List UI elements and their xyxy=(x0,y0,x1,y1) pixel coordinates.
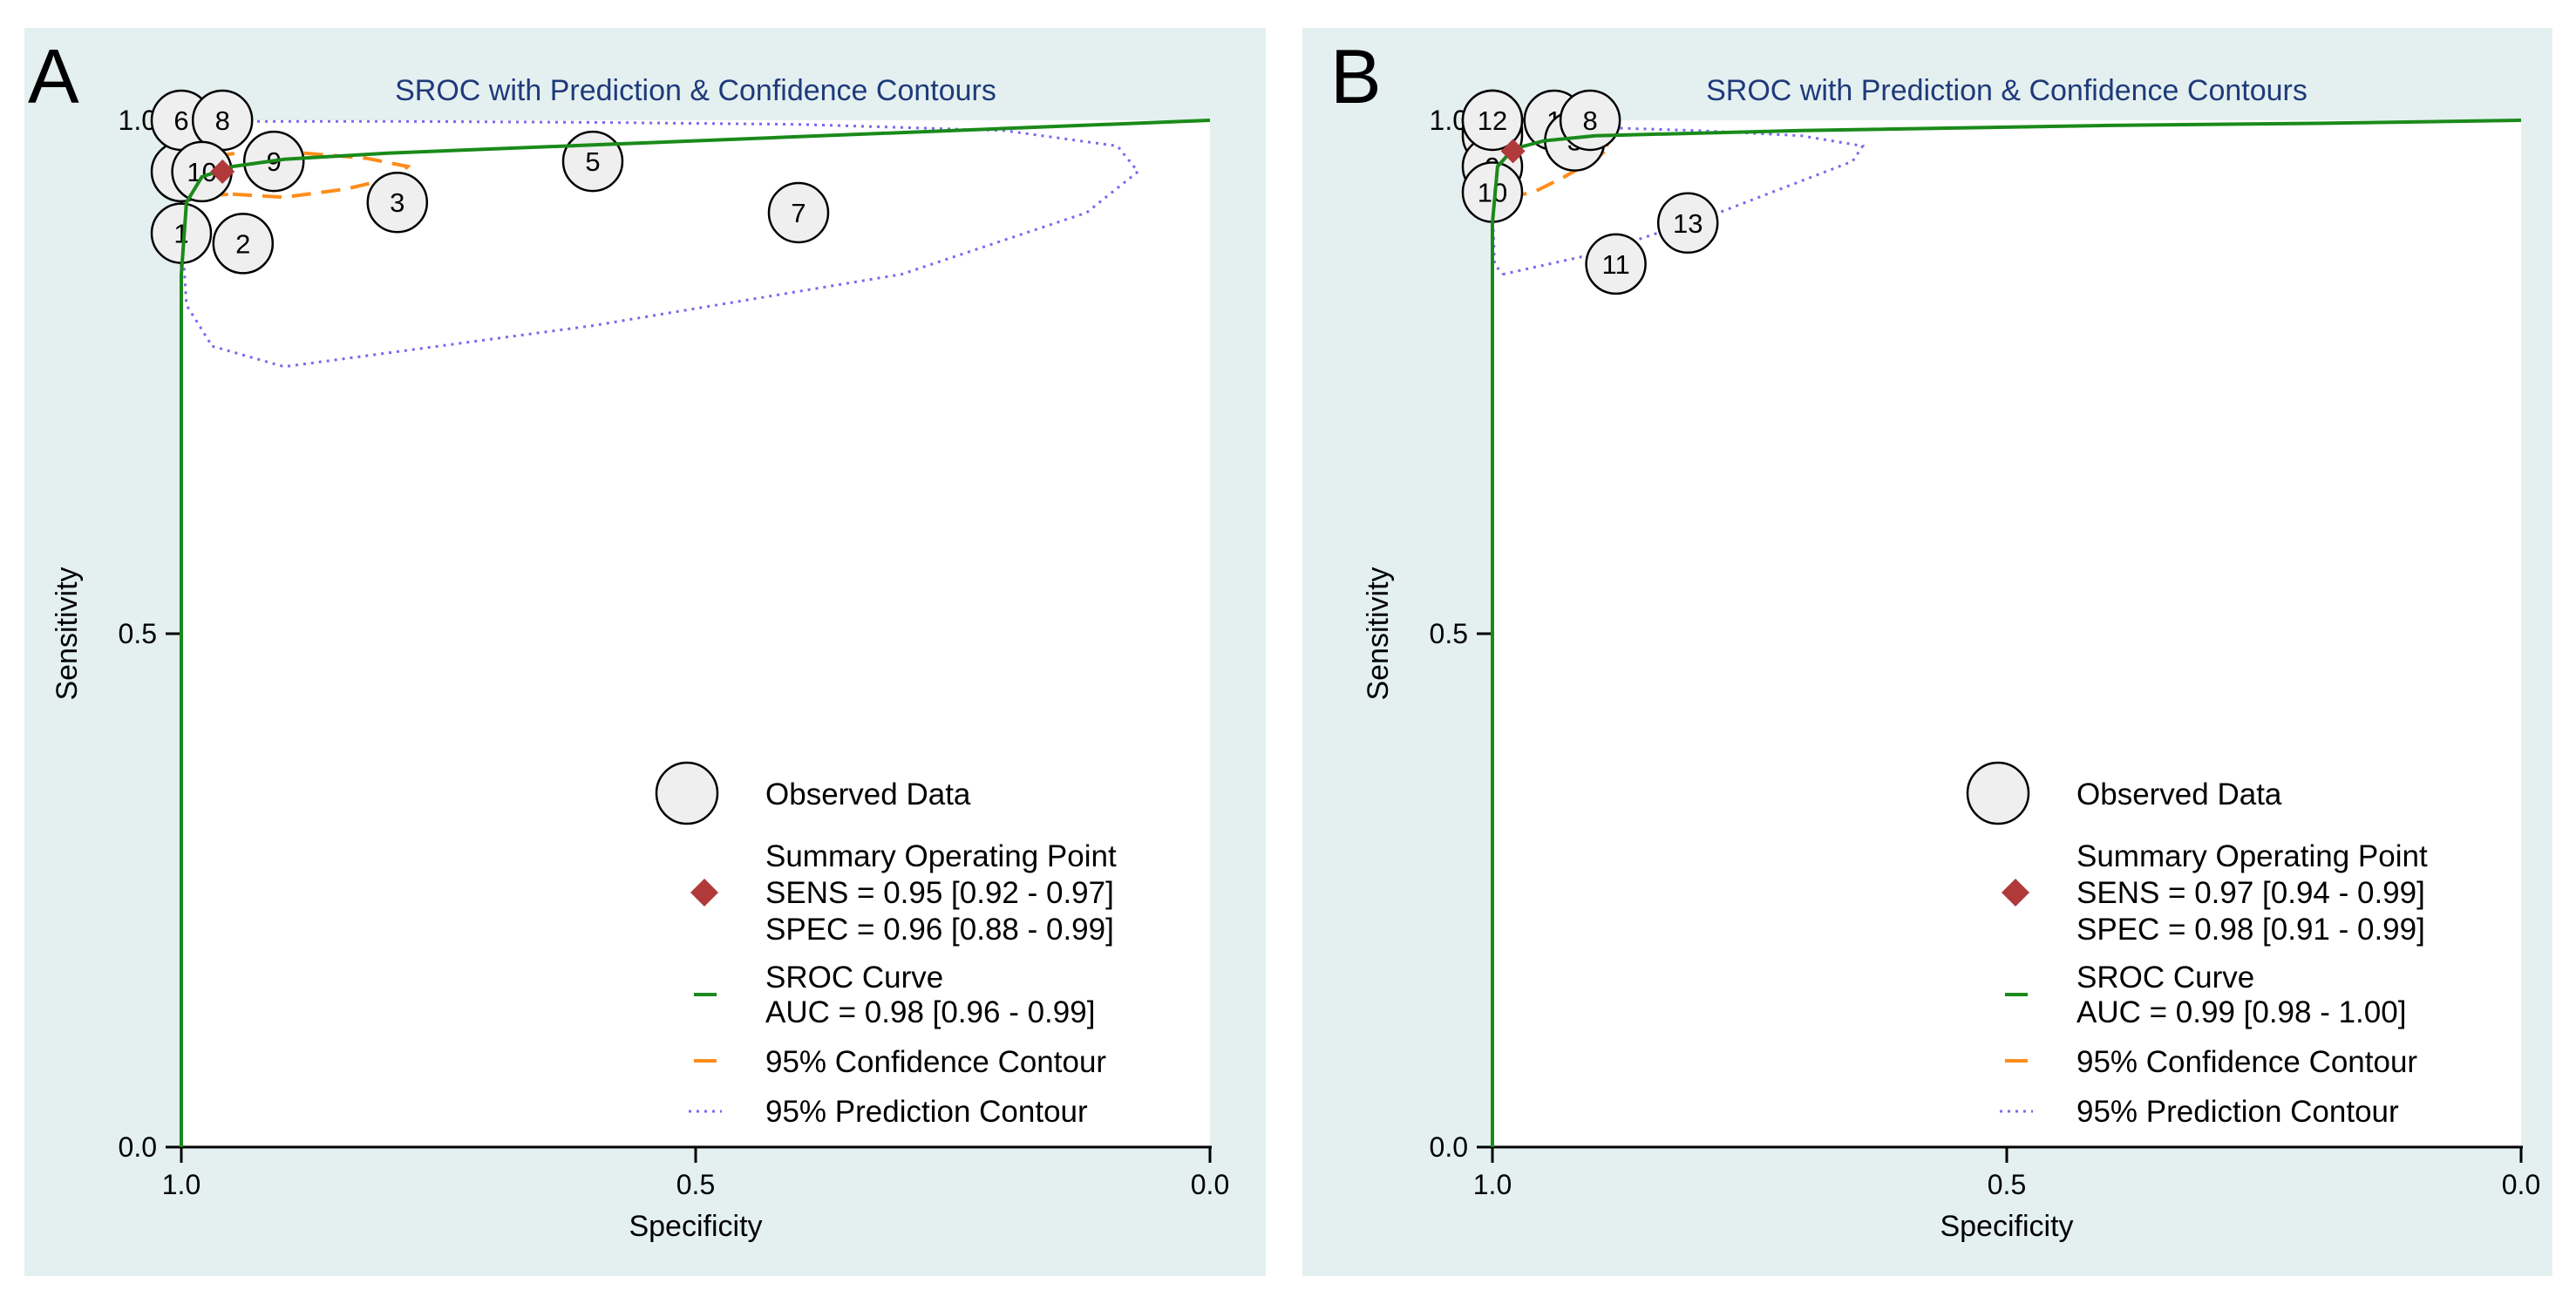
panel-a-study-label: 8 xyxy=(215,105,230,136)
panel-b: B SROC with Prediction & Confidence Cont… xyxy=(1302,28,2552,1276)
panel-a-study-label: 2 xyxy=(235,228,250,259)
panel-a-x-tick-label: 1.0 xyxy=(162,1169,201,1200)
panel-b-x-tick-label: 0.5 xyxy=(1988,1169,2026,1200)
panel-b-y-axis-title: Sensitivity xyxy=(1362,567,1395,700)
panel-b-y-tick-label: 0.5 xyxy=(1430,618,1468,649)
panel-a-study-label: 7 xyxy=(791,198,805,228)
panel-b-legend-confidence: 95% Confidence Contour xyxy=(2076,1045,2417,1079)
panel-a-y-tick-label: 0.0 xyxy=(119,1131,157,1163)
panel-b-title: SROC with Prediction & Confidence Contou… xyxy=(1706,74,2308,107)
panel-a-y-tick-label: 1.0 xyxy=(119,105,157,136)
panel-b-legend-spec: SPEC = 0.98 [0.91 - 0.99] xyxy=(2076,913,2425,947)
panel-b-study-label: 8 xyxy=(1582,105,1597,136)
panel-a-study-label: 6 xyxy=(173,105,188,136)
panel-a-legend-auc: AUC = 0.98 [0.96 - 0.99] xyxy=(765,995,1095,1029)
panel-a-legend: Observed Data Summary Operating Point SE… xyxy=(655,761,1117,1129)
panel-a-y-tick-label: 0.5 xyxy=(119,618,157,649)
panel-a-legend-spec: SPEC = 0.96 [0.88 - 0.99] xyxy=(765,913,1114,947)
panel-a-y-axis-title: Sensitivity xyxy=(51,567,84,700)
panel-b-y-tick-label: 1.0 xyxy=(1430,105,1468,136)
panel-b-legend-prediction: 95% Prediction Contour xyxy=(2076,1095,2399,1129)
panel-a-legend-observed-symbol xyxy=(655,761,719,825)
panel-a-label: A xyxy=(28,33,79,119)
panel-b-legend-sens: SENS = 0.97 [0.94 - 0.99] xyxy=(2076,876,2425,910)
panel-b-plot-area xyxy=(1492,120,2521,1147)
panel-b-legend: Observed Data Summary Operating Point SE… xyxy=(1966,761,2428,1129)
panel-b-legend-observed-symbol xyxy=(1966,761,2030,825)
panel-a-legend-observed: Observed Data xyxy=(765,778,971,811)
panel-a-legend-sens: SENS = 0.95 [0.92 - 0.97] xyxy=(765,876,1114,910)
panel-b-x-tick-label: 0.0 xyxy=(2502,1169,2540,1200)
panel-b-studies: 1234568910111213 xyxy=(1461,89,1719,295)
panel-a-sroc-curve xyxy=(180,119,1211,1147)
panel-a-x-tick-label: 0.0 xyxy=(1191,1169,1229,1200)
panel-a-legend-summary-symbol xyxy=(690,879,718,907)
panel-a-x-axis-title: Specificity xyxy=(629,1210,762,1243)
panel-a-legend-confidence: 95% Confidence Contour xyxy=(765,1045,1106,1079)
panel-b-summary-point xyxy=(1500,139,1526,164)
panel-b-study-label: 12 xyxy=(1478,105,1507,136)
panel-b-study-bubble xyxy=(1656,192,1719,255)
panel-a-x-tick-label: 0.5 xyxy=(676,1169,715,1200)
panel-a: A SROC with Prediction & Confidence Cont… xyxy=(24,28,1266,1276)
panel-a-title: SROC with Prediction & Confidence Contou… xyxy=(395,74,996,107)
panel-a-legend-sroc-title: SROC Curve xyxy=(765,961,943,995)
panel-a-plot-area xyxy=(181,120,1210,1147)
panel-b-legend-sroc-title: SROC Curve xyxy=(2076,961,2254,995)
panel-a-plot: 12345678910 xyxy=(150,89,1211,1147)
panel-b-study-label: 11 xyxy=(1602,249,1630,280)
panel-b-y-tick-label: 0.0 xyxy=(1430,1131,1468,1163)
panel-b-study-bubble xyxy=(1585,233,1647,295)
panel-a-prediction-contour xyxy=(180,119,1140,369)
panel-b-legend-summary-symbol xyxy=(2002,879,2029,907)
panel-a-study-bubble xyxy=(767,181,830,244)
panel-b-legend-summary-title: Summary Operating Point xyxy=(2076,839,2428,873)
panel-a-study-bubble xyxy=(212,213,275,275)
panel-b-legend-observed: Observed Data xyxy=(2076,778,2282,811)
panel-a-study-label: 3 xyxy=(390,187,404,218)
panel-b-label: B xyxy=(1330,33,1382,119)
panel-a-study-bubble xyxy=(366,171,429,234)
panel-b-x-tick-label: 1.0 xyxy=(1473,1169,1512,1200)
panel-b-plot: 1234568910111213 xyxy=(1461,89,2522,1147)
panel-b-legend-auc: AUC = 0.99 [0.98 - 1.00] xyxy=(2076,995,2406,1029)
panel-a-legend-prediction: 95% Prediction Contour xyxy=(765,1095,1088,1129)
panel-b-study-bubble xyxy=(1461,89,1524,152)
panel-a-legend-summary-title: Summary Operating Point xyxy=(765,839,1117,873)
panel-b-x-axis-title: Specificity xyxy=(1940,1210,2073,1243)
panel-b-study-label: 10 xyxy=(1478,178,1507,208)
panel-b-sroc-curve xyxy=(1491,119,2522,1147)
panel-a-summary-point xyxy=(210,159,235,184)
panel-b-study-label: 13 xyxy=(1673,208,1703,239)
panel-a-study-label: 5 xyxy=(585,146,600,177)
